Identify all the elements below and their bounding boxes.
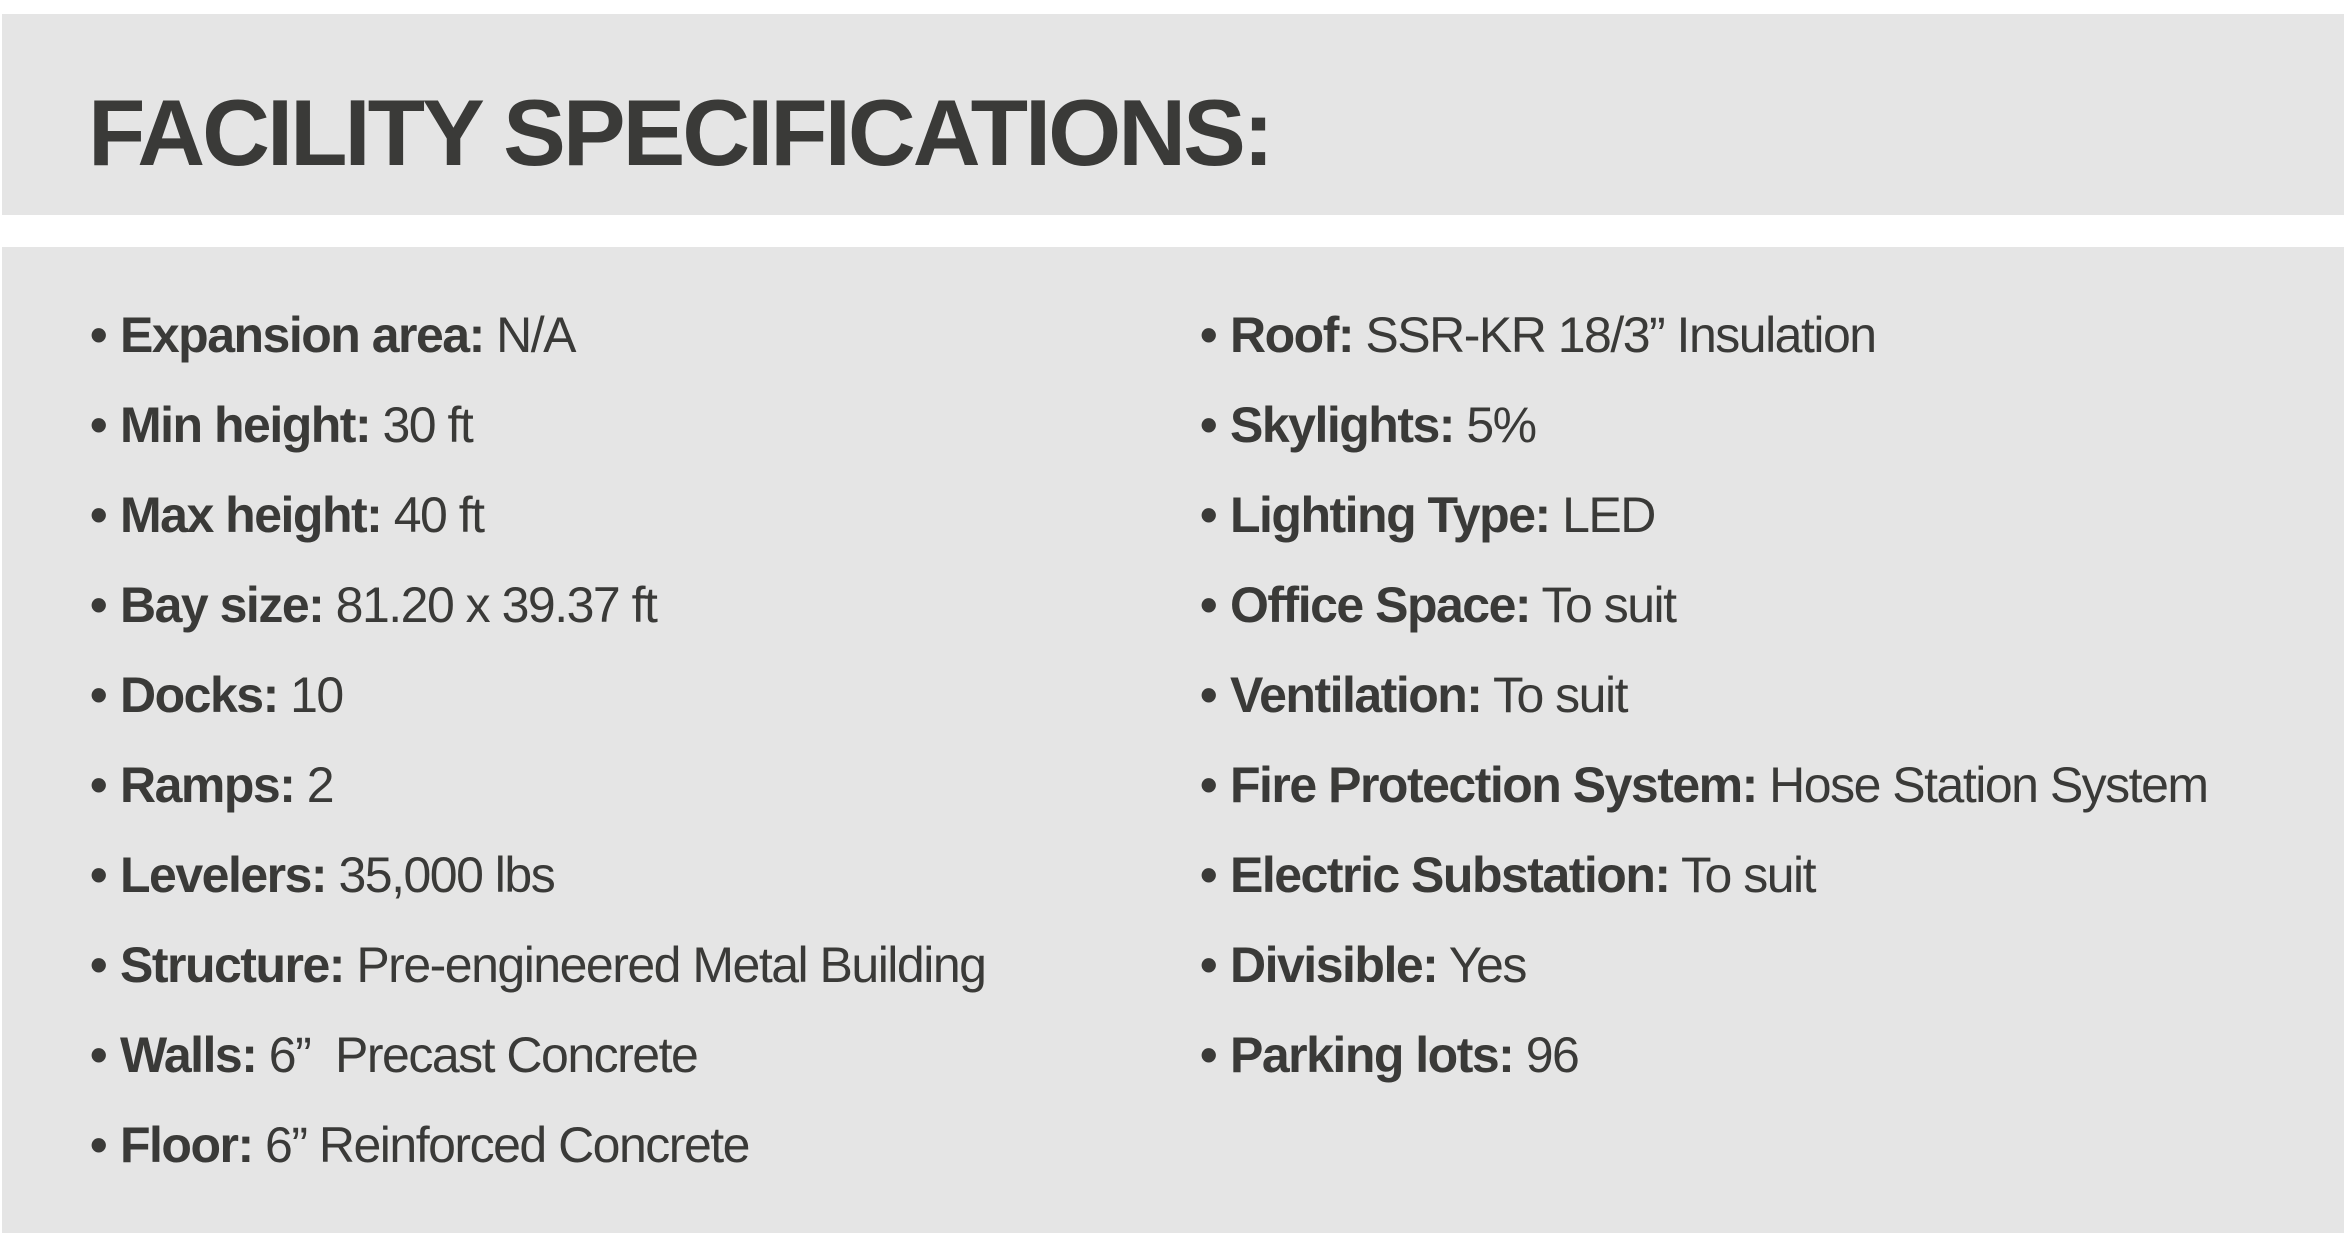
specs-list-right: • Roof: SSR-KR 18/3” Insulation • Skylights… [1200, 309, 2209, 1119]
bullet-icon: • [90, 307, 108, 363]
bullet-icon: • [90, 757, 108, 813]
spec-label: Max height: [120, 487, 383, 543]
spec-label: Docks: [120, 667, 279, 723]
bullet-icon: • [1200, 937, 1218, 993]
bullet-icon: • [1200, 397, 1218, 453]
bullet-icon: • [90, 577, 108, 633]
bullet-icon: • [90, 397, 108, 453]
spec-value: SSR-KR 18/3” Insulation [1353, 307, 1877, 363]
spec-item: • Roof: SSR-KR 18/3” Insulation [1200, 309, 2208, 399]
spec-value: LED [1549, 487, 1656, 543]
spec-label: Parking lots: [1230, 1027, 1515, 1083]
spec-value: 6” Reinforced Concrete [252, 1117, 750, 1173]
spec-item: • Lighting Type: LED [1200, 489, 2208, 579]
spec-item: • Structure: Pre-engineered Metal Buildin… [90, 937, 987, 1029]
spec-label: Floor: [120, 1117, 254, 1173]
specs-panel: • Expansion area: N/A • Min height: 30 ft • M… [2, 247, 2344, 1233]
bullet-icon: • [1200, 1027, 1218, 1083]
bullet-icon: • [90, 847, 108, 903]
bullet-icon: • [1200, 757, 1218, 813]
spec-value: 30 ft [370, 397, 474, 453]
spec-label: Electric Substation: [1230, 847, 1671, 903]
spec-label: Structure: [120, 937, 345, 993]
bullet-icon: • [1200, 487, 1218, 543]
spec-value: 10 [277, 667, 344, 723]
spec-value: 6” Precast Concrete [256, 1027, 699, 1083]
spec-value: Hose Station System [1756, 757, 2209, 813]
spec-value: 96 [1513, 1027, 1580, 1083]
spec-value: 5% [1453, 397, 1537, 453]
spec-label: Office Space: [1230, 577, 1532, 633]
spec-item: • Min height: 30 ft [90, 399, 985, 489]
spec-item: • Parking lots: 96 [1200, 1029, 2208, 1119]
spec-item: • Expansion area: N/A [90, 309, 985, 399]
bullet-icon: • [1200, 307, 1218, 363]
spec-label: Walls: [120, 1027, 258, 1083]
spec-label: Levelers: [120, 847, 328, 903]
spec-value: N/A [483, 307, 576, 363]
bullet-icon: • [90, 1027, 108, 1083]
spec-item: • Max height: 40 ft [90, 489, 985, 579]
spec-value: To suit [1481, 667, 1629, 723]
page-title: FACILITY SPECIFICATIONS: [88, 80, 1274, 185]
spec-value: To suit [1669, 847, 1817, 903]
bullet-icon: • [90, 1117, 108, 1173]
spec-label: Ventilation: [1230, 667, 1483, 723]
spec-item: • Floor: 6” Reinforced Concrete [90, 1119, 985, 1209]
spec-item: • Electric Substation: To suit [1200, 849, 2208, 939]
spec-item: • Office Space: To suit [1200, 579, 2208, 669]
spec-value: Yes [1437, 937, 1528, 993]
bullet-icon: • [1200, 667, 1218, 723]
spec-value: 40 ft [381, 487, 485, 543]
header-panel: FACILITY SPECIFICATIONS: [2, 14, 2344, 215]
bullet-icon: • [1200, 577, 1218, 633]
spec-item: • Walls: 6” Precast Concrete [90, 1029, 985, 1119]
spec-item: • Levelers: 35,000 lbs [90, 849, 985, 939]
spec-item: • Ventilation: To suit [1200, 669, 2208, 759]
spec-item: • Ramps: 2 [90, 759, 985, 849]
spec-label: Skylights: [1230, 397, 1455, 453]
spec-label: Bay size: [120, 577, 325, 633]
spec-item: • Fire Protection System: Hose Station Sy… [1200, 757, 2209, 849]
spec-value: 81.20 x 39.37 ft [323, 577, 658, 633]
spec-item: • Bay size: 81.20 x 39.37 ft [90, 579, 985, 669]
spec-value: 2 [294, 757, 335, 813]
bullet-icon: • [90, 487, 108, 543]
spec-item: • Skylights: 5% [1200, 399, 2208, 489]
spec-item: • Docks: 10 [90, 669, 985, 759]
spec-label: Divisible: [1230, 937, 1439, 993]
spec-value: Pre-engineered Metal Building [343, 937, 987, 993]
spec-label: Min height: [120, 397, 372, 453]
spec-value: 35,000 lbs [326, 847, 555, 903]
spec-value: To suit [1530, 577, 1678, 633]
bullet-icon: • [90, 937, 108, 993]
spec-label: Ramps: [120, 757, 296, 813]
spec-item: • Divisible: Yes [1200, 939, 2208, 1029]
spec-label: Lighting Type: [1230, 487, 1551, 543]
spec-label: Roof: [1230, 307, 1355, 363]
bullet-icon: • [90, 667, 108, 723]
specs-list-left: • Expansion area: N/A • Min height: 30 ft • M… [90, 309, 987, 1209]
spec-label: Expansion area: [120, 307, 485, 363]
spec-label: Fire Protection System: [1230, 757, 1758, 813]
bullet-icon: • [1200, 847, 1218, 903]
